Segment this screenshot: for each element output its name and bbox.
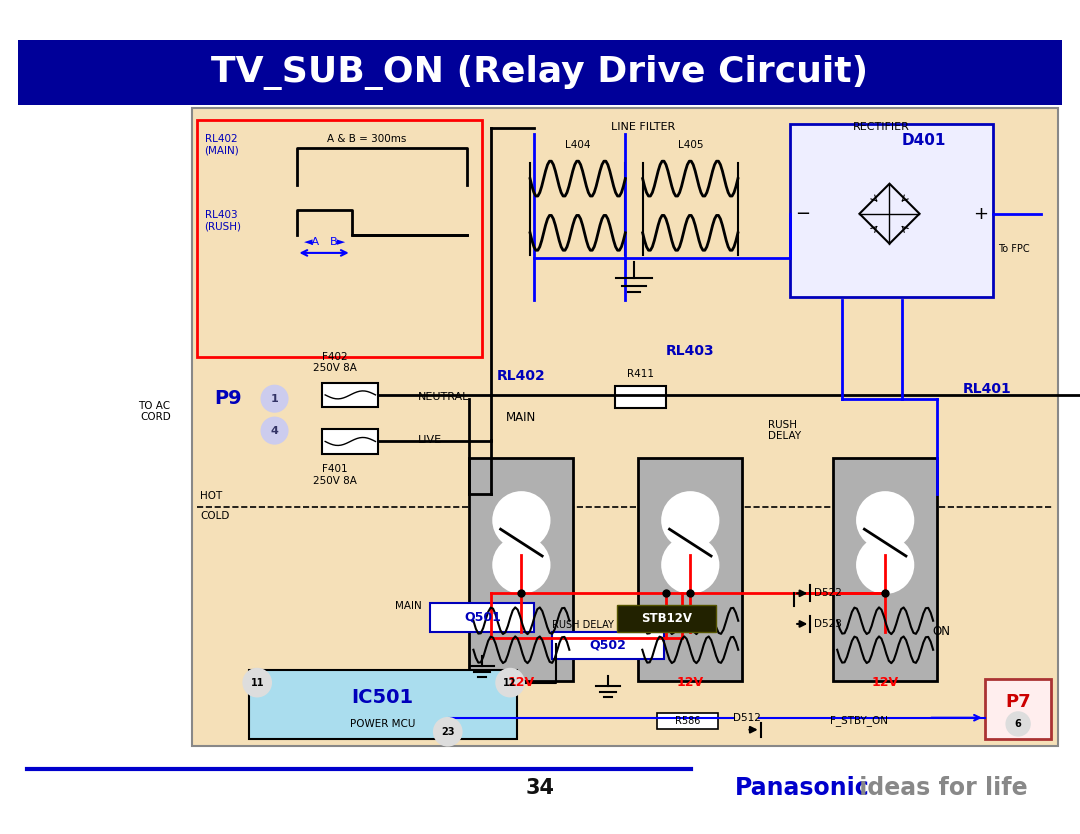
- Text: 6: 6: [1015, 719, 1022, 729]
- Polygon shape: [833, 458, 937, 681]
- Text: RUSH
DELAY: RUSH DELAY: [768, 420, 801, 441]
- Text: LINE FILTER: LINE FILTER: [610, 123, 675, 133]
- Text: 11: 11: [251, 678, 264, 687]
- Text: 34: 34: [526, 778, 554, 798]
- Polygon shape: [322, 383, 378, 407]
- Text: −: −: [795, 204, 810, 223]
- Text: P7: P7: [1005, 693, 1031, 711]
- Text: RECTIFIER: RECTIFIER: [852, 123, 909, 133]
- Text: To FPC: To FPC: [998, 244, 1029, 254]
- Circle shape: [858, 537, 914, 593]
- Text: F401
250V 8A: F401 250V 8A: [313, 465, 357, 486]
- Text: RL402: RL402: [497, 369, 545, 384]
- Text: MAIN: MAIN: [395, 601, 422, 611]
- Polygon shape: [431, 603, 535, 631]
- Circle shape: [496, 669, 524, 696]
- Text: Q502: Q502: [590, 639, 626, 652]
- Text: TV_SUB_ON (Relay Drive Circuit): TV_SUB_ON (Relay Drive Circuit): [212, 55, 868, 90]
- Circle shape: [662, 492, 718, 548]
- Text: RL403: RL403: [666, 344, 715, 358]
- Text: L404: L404: [565, 140, 591, 150]
- Text: ◄A: ◄A: [303, 237, 320, 247]
- Text: STB12V: STB12V: [640, 611, 692, 625]
- Text: MAIN: MAIN: [507, 411, 537, 425]
- Text: R411: R411: [627, 369, 654, 379]
- Text: RL401: RL401: [963, 382, 1012, 396]
- Text: HOT: HOT: [200, 491, 222, 501]
- Polygon shape: [18, 40, 1062, 105]
- Text: R586: R586: [675, 716, 700, 726]
- Text: RL403
(RUSH): RL403 (RUSH): [204, 210, 242, 232]
- Circle shape: [261, 418, 287, 444]
- Circle shape: [662, 537, 718, 593]
- Text: P9: P9: [214, 389, 242, 408]
- Circle shape: [494, 492, 550, 548]
- Text: F_STBY_ON: F_STBY_ON: [831, 716, 888, 726]
- Text: L405: L405: [677, 140, 703, 150]
- Text: 4: 4: [271, 425, 279, 435]
- Text: 12: 12: [503, 678, 517, 687]
- Text: 12V: 12V: [508, 676, 535, 689]
- Text: 12V: 12V: [872, 676, 899, 689]
- Text: D522: D522: [814, 588, 842, 598]
- Text: RL402
(MAIN): RL402 (MAIN): [204, 134, 240, 155]
- Text: RUSH DELAY: RUSH DELAY: [552, 620, 613, 631]
- Text: ON: ON: [933, 626, 950, 638]
- Text: TO AC
CORD: TO AC CORD: [138, 400, 171, 422]
- Polygon shape: [615, 386, 666, 409]
- Text: POWER MCU: POWER MCU: [350, 719, 416, 729]
- Text: Q501: Q501: [464, 610, 501, 624]
- Text: COLD: COLD: [200, 511, 230, 521]
- Circle shape: [1007, 712, 1030, 736]
- Text: NEUTRAL: NEUTRAL: [418, 393, 469, 403]
- Text: 23: 23: [441, 726, 455, 736]
- Text: B►: B►: [330, 237, 346, 247]
- Text: A & B = 300ms: A & B = 300ms: [326, 134, 406, 144]
- Polygon shape: [985, 680, 1052, 739]
- Circle shape: [243, 669, 271, 696]
- Text: F402
250V 8A: F402 250V 8A: [313, 352, 357, 373]
- Polygon shape: [617, 605, 716, 631]
- Text: ideas for life: ideas for life: [851, 776, 1028, 800]
- Text: 1: 1: [271, 394, 279, 404]
- Text: IC501: IC501: [352, 688, 414, 707]
- Polygon shape: [470, 458, 573, 681]
- Polygon shape: [248, 670, 517, 739]
- Polygon shape: [638, 458, 742, 681]
- Text: LIVE: LIVE: [418, 435, 442, 445]
- Circle shape: [434, 718, 462, 746]
- Text: +: +: [973, 204, 988, 223]
- Text: D512: D512: [732, 713, 760, 723]
- Polygon shape: [552, 631, 664, 659]
- Circle shape: [261, 385, 287, 412]
- Circle shape: [858, 492, 914, 548]
- Polygon shape: [192, 108, 1058, 746]
- Polygon shape: [322, 430, 378, 454]
- Text: D523: D523: [814, 619, 842, 629]
- Circle shape: [494, 537, 550, 593]
- Text: 12V: 12V: [677, 676, 704, 689]
- Text: Panasonic: Panasonic: [734, 776, 869, 800]
- Text: D401: D401: [902, 133, 946, 148]
- Polygon shape: [658, 713, 718, 729]
- Polygon shape: [789, 124, 994, 297]
